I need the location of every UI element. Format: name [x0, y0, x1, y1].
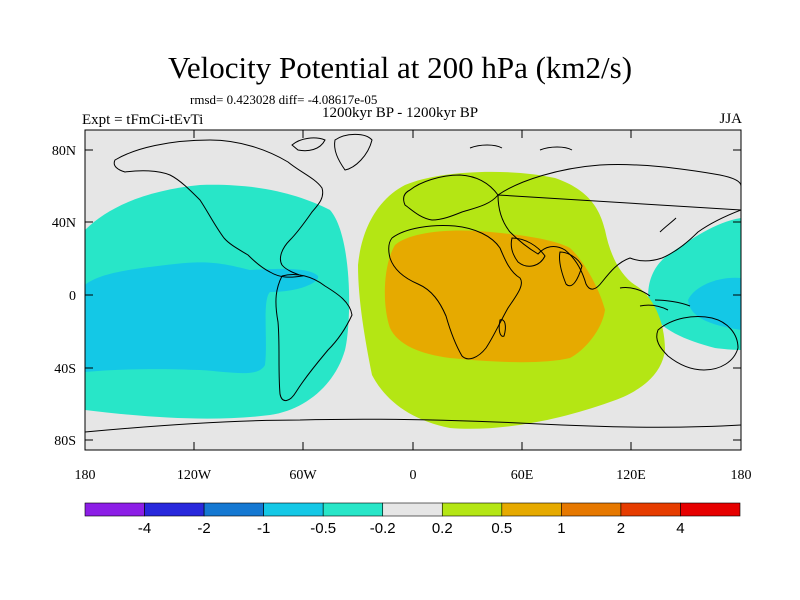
colorbar-swatch — [620, 502, 681, 517]
colorbar-label: -0.2 — [370, 520, 396, 537]
positive-core — [384, 230, 605, 363]
negative-core-west — [85, 262, 319, 374]
lat-label-40s: 40S — [54, 362, 76, 377]
lon-label-60w: 60W — [289, 468, 317, 483]
lon-label-0: 0 — [410, 468, 417, 483]
colorbar-label: 2 — [617, 520, 625, 537]
lat-label-0: 0 — [69, 289, 76, 304]
colorbar-swatch — [84, 502, 145, 517]
coastlines — [85, 133, 741, 433]
colorbar-swatch — [263, 502, 324, 517]
period-label: 1200kyr BP - 1200kyr BP — [322, 105, 479, 121]
colorbar-label: -2 — [197, 520, 210, 537]
lon-label-180w: 180 — [75, 468, 96, 483]
colorbar-swatch — [680, 502, 741, 517]
colorbar-label: -4 — [138, 520, 151, 537]
colorbar-swatch — [382, 502, 443, 517]
experiment-label: Expt = tFmCi-tEvTi — [82, 112, 204, 128]
colorbar-label: 0.5 — [491, 520, 512, 537]
colorbar-label: 0.2 — [432, 520, 453, 537]
colorbar-swatch — [144, 502, 205, 517]
season-label: JJA — [719, 111, 742, 127]
colorbar-swatch — [441, 502, 503, 517]
map-title: Velocity Potential at 200 hPa (km2/s) — [167, 50, 633, 85]
colorbar-label: 1 — [557, 520, 565, 537]
lat-label-80s: 80S — [54, 434, 76, 449]
lon-label-120e: 120E — [616, 468, 646, 483]
lat-label-80n: 80N — [52, 144, 76, 159]
colorbar-swatch — [322, 502, 384, 517]
lon-label-60e: 60E — [511, 468, 534, 483]
colorbar-label: -0.5 — [310, 520, 336, 537]
colorbar-label: -1 — [257, 520, 270, 537]
stats-label: rmsd= 0.423028 diff= -4.08617e-05 — [190, 92, 378, 107]
longitude-axis — [84, 130, 742, 450]
colorbar: -4 -2 -1 -0.5 -0.2 0.2 0.5 1 2 4 — [84, 502, 741, 537]
lat-label-40n: 40N — [52, 216, 76, 231]
colorbar-swatch — [561, 502, 622, 517]
lon-label-180e: 180 — [731, 468, 752, 483]
colorbar-label: 4 — [676, 520, 684, 537]
latitude-axis — [85, 149, 741, 441]
colorbar-swatch — [203, 502, 264, 517]
lon-label-120w: 120W — [177, 468, 212, 483]
colorbar-swatch — [501, 502, 562, 517]
